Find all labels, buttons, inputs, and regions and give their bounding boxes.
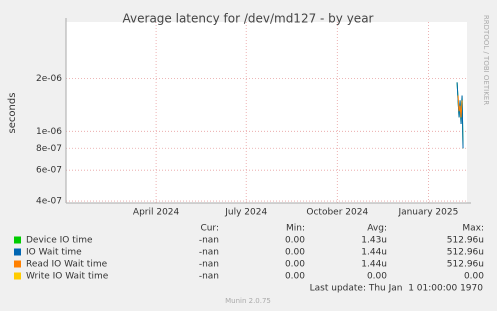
series-line <box>457 95 463 118</box>
x-tick-label: July 2024 <box>224 208 267 218</box>
legend-value: 0.00 <box>285 272 305 282</box>
y-tick-label: 6e-07 <box>36 166 62 176</box>
footer: Munin 2.0.75 <box>225 297 271 305</box>
legend-swatch <box>14 236 21 244</box>
x-tick-label: April 2024 <box>133 208 180 218</box>
x-tick-label: October 2024 <box>306 208 368 218</box>
y-tick-label: 1e-06 <box>36 127 62 137</box>
legend-label: Read IO Wait time <box>26 260 108 270</box>
legend-value: 1.44u <box>361 248 387 258</box>
y-tick-label: 2e-06 <box>36 74 62 84</box>
legend-value: 512.96u <box>447 236 484 246</box>
y-tick-label: 8e-07 <box>36 144 62 154</box>
legend-value: -nan <box>199 248 219 258</box>
legend-value: 0.00 <box>285 236 305 246</box>
legend-label: Device IO time <box>26 236 93 246</box>
legend-value: -nan <box>199 260 219 270</box>
y-tick-label: 4e-07 <box>36 197 62 207</box>
column-header: Cur: <box>200 224 219 234</box>
legend-swatch <box>14 248 21 256</box>
last-update: Last update: Thu Jan 1 01:00:00 1970 <box>310 284 484 294</box>
legend-swatch <box>14 272 21 280</box>
legend-label: Write IO Wait time <box>26 272 109 282</box>
legend-value: 1.44u <box>361 260 387 270</box>
legend-value: 1.43u <box>361 236 387 246</box>
side-text: RRDTOOL / TOBI OETIKER <box>482 15 490 105</box>
legend-value: 512.96u <box>447 260 484 270</box>
chart-title: Average latency for /dev/md127 - by year <box>123 12 374 26</box>
plot-area <box>66 22 467 203</box>
legend-label: IO Wait time <box>26 248 82 258</box>
column-header: Avg: <box>367 224 387 234</box>
legend-value: 0.00 <box>367 272 387 282</box>
legend-value: 0.00 <box>464 272 484 282</box>
legend-value: 0.00 <box>285 248 305 258</box>
column-header: Min: <box>286 224 305 234</box>
legend-value: 0.00 <box>285 260 305 270</box>
legend-value: -nan <box>199 272 219 282</box>
y-axis-label: seconds <box>7 93 18 134</box>
x-tick-label: January 2025 <box>397 208 458 218</box>
legend-swatch <box>14 260 21 268</box>
legend-value: -nan <box>199 236 219 246</box>
column-header: Max: <box>462 224 484 234</box>
legend-value: 512.96u <box>447 248 484 258</box>
